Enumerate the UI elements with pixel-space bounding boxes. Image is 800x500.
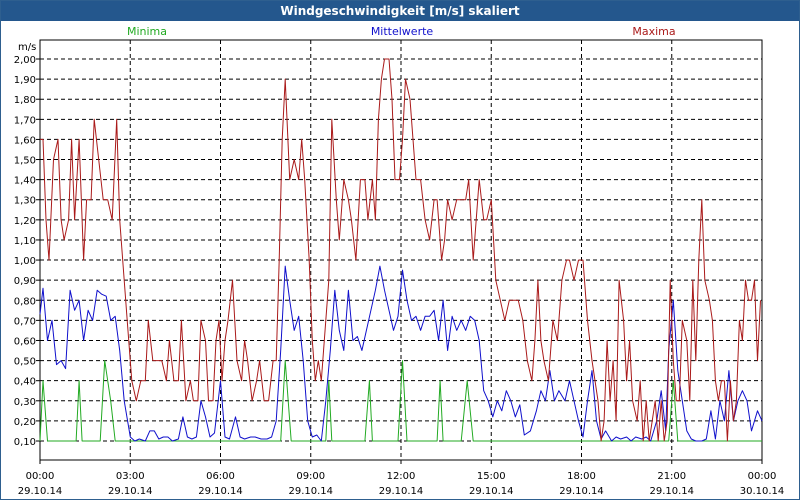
legend-minima: Minima: [127, 25, 167, 38]
y-tick-label: 1,80: [14, 95, 36, 106]
y-tick-label: 0,30: [14, 397, 36, 408]
y-tick-label: 1,30: [14, 196, 36, 207]
y-tick-label: 1,40: [14, 176, 36, 187]
y-tick-label: 0,70: [14, 316, 36, 327]
series-maxima-line: [40, 58, 761, 442]
x-tick-time: 00:00: [26, 471, 55, 482]
x-tick-time: 21:00: [657, 471, 686, 482]
x-tick-date: 29.10.14: [108, 486, 153, 497]
y-tick-label: 0,60: [14, 336, 36, 347]
y-tick-label: 1,50: [14, 156, 36, 167]
y-tick-label: 1,00: [14, 256, 36, 267]
x-tick-time: 15:00: [477, 471, 506, 482]
series-layer: [39, 58, 763, 442]
x-tick-date: 29.10.14: [469, 486, 514, 497]
x-tick-time: 18:00: [567, 471, 596, 482]
legend-mittelwerte: Mittelwerte: [371, 25, 434, 38]
y-tick-label: 1,10: [14, 236, 36, 247]
y-tick-label: 1,60: [14, 135, 36, 146]
y-tick-label: 1,20: [14, 216, 36, 227]
x-tick-date: 29.10.14: [379, 486, 424, 497]
x-tick-time: 03:00: [116, 471, 145, 482]
y-tick-label: 0,40: [14, 377, 36, 388]
legend-maxima: Maxima: [632, 25, 675, 38]
y-tick-label: 0,50: [14, 357, 36, 368]
y-tick-label: 2,00: [14, 55, 36, 66]
y-axis-unit: m/s: [18, 42, 36, 53]
x-tick-date: 30.10.14: [740, 486, 785, 497]
x-tick-date: 29.10.14: [198, 486, 243, 497]
x-tick-date: 29.10.14: [288, 486, 333, 497]
window-title: Windgeschwindigkeit [m/s] skaliert: [1, 1, 799, 21]
x-tick-time: 06:00: [206, 471, 235, 482]
y-tick-label: 1,70: [14, 115, 36, 126]
x-tick-time: 12:00: [387, 471, 416, 482]
legend: Minima Mittelwerte Maxima: [127, 25, 676, 38]
y-tick-label: 0,10: [14, 437, 36, 448]
x-tick-date: 29.10.14: [18, 486, 63, 497]
y-tick-label: 1,90: [14, 75, 36, 86]
axes: 0,10 0,20 0,30 0,40 0,50 0,60 0,70 0,80 0,90 1,00…: [14, 55, 785, 497]
series-minima-line: [39, 360, 762, 442]
y-tick-label: 0,80: [14, 296, 36, 307]
y-tick-label: 0,20: [14, 417, 36, 428]
x-tick-time: 09:00: [296, 471, 325, 482]
y-tick-label: 0,90: [14, 276, 36, 287]
x-tick-date: 29.10.14: [649, 486, 694, 497]
series-mittelwerte-line: [39, 265, 763, 442]
x-tick-date: 29.10.14: [559, 486, 604, 497]
x-tick-time: 00:00: [748, 471, 777, 482]
